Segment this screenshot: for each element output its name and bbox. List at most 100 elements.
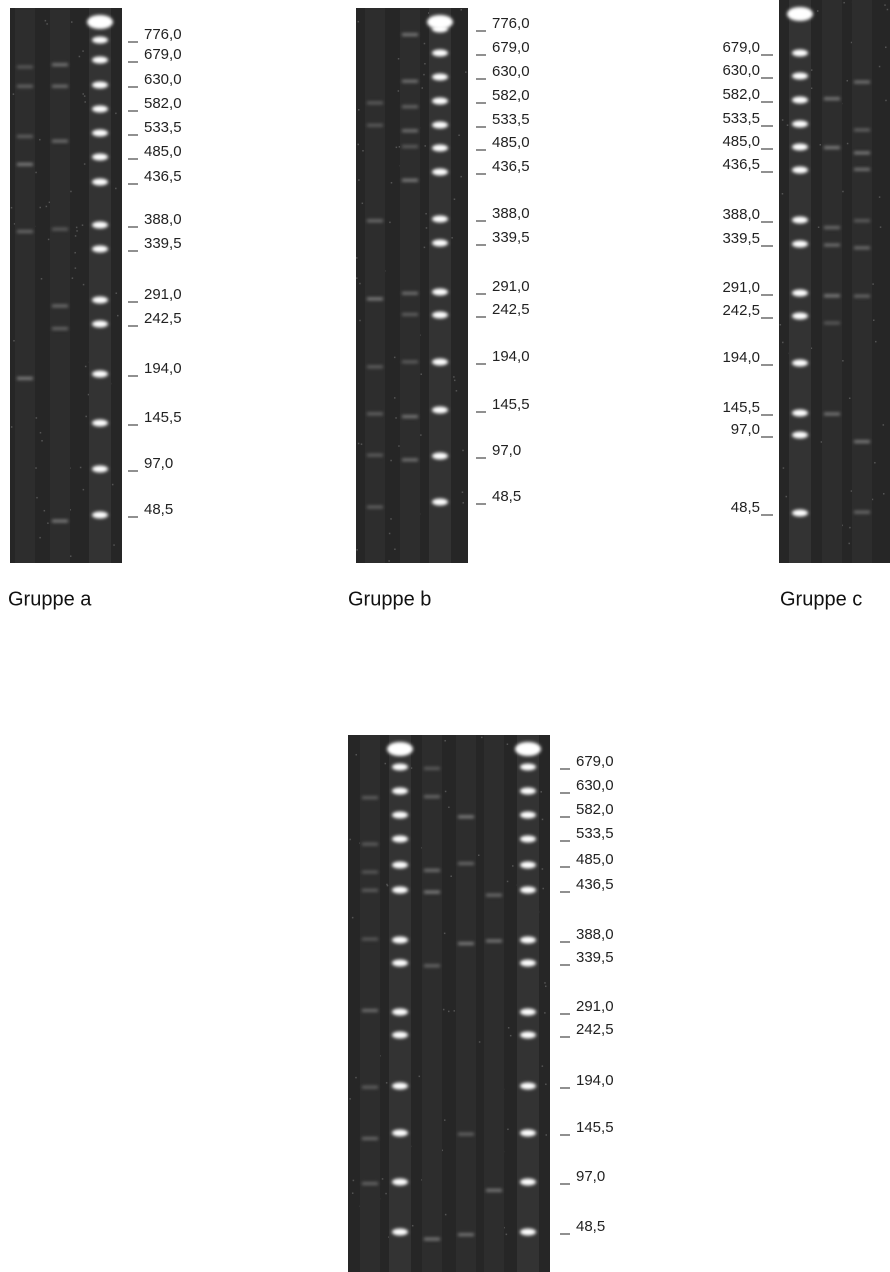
ladder-band — [520, 887, 536, 894]
ladder-band — [92, 57, 108, 64]
marker-label: 339,5 — [492, 229, 530, 246]
gel-noise — [811, 69, 813, 71]
gel-noise — [879, 196, 881, 198]
gel-noise — [454, 198, 456, 200]
gel-noise — [115, 113, 117, 115]
gel-noise — [83, 489, 85, 491]
sample-band — [52, 520, 68, 523]
gel-noise — [85, 366, 87, 368]
gel-noise — [544, 982, 546, 984]
gel-noise — [458, 135, 460, 137]
gel-noise — [349, 1098, 351, 1100]
ladder-band — [520, 788, 536, 795]
sample-band — [402, 129, 418, 132]
sample-band — [52, 304, 68, 307]
gel-noise — [49, 202, 51, 204]
ladder-band — [432, 359, 448, 366]
ladder-band — [392, 1032, 408, 1039]
gel-noise — [358, 179, 360, 181]
ladder-band — [792, 50, 808, 57]
gel-noise — [382, 1178, 384, 1180]
ladder-band — [520, 1179, 536, 1186]
sample-band — [362, 1009, 378, 1012]
ladder-band — [432, 26, 448, 33]
sample-band — [17, 163, 33, 166]
gel-noise — [444, 740, 446, 742]
ladder-band — [92, 246, 108, 253]
gel-noise — [424, 63, 426, 64]
gel-noise — [460, 9, 462, 11]
gel-noise — [885, 47, 887, 49]
gel-noise — [352, 1192, 354, 1194]
gel-noise — [357, 144, 359, 146]
gel-noise — [782, 193, 784, 195]
ladder-band — [432, 98, 448, 105]
gel-noise — [391, 182, 393, 184]
ladder-band — [92, 222, 108, 229]
gel-noise — [386, 1082, 388, 1084]
sample-band — [367, 412, 383, 415]
marker-label: 582,0 — [576, 801, 614, 818]
sample-band — [367, 101, 383, 104]
gel-noise — [71, 21, 73, 23]
sample-band — [362, 1137, 378, 1140]
sample-band — [362, 796, 378, 799]
gel-noise — [424, 247, 426, 249]
gel-noise — [35, 467, 37, 469]
marker-label: 485,0 — [144, 143, 182, 160]
gel-noise — [355, 1077, 357, 1079]
marker-label: 388,0 — [144, 211, 182, 228]
sample-band — [854, 128, 870, 131]
gel-noise — [423, 74, 425, 76]
gel-noise — [13, 340, 15, 342]
gel-noise — [358, 109, 360, 111]
sample-band — [367, 219, 383, 222]
sample-band — [17, 85, 33, 88]
gel-noise — [873, 319, 875, 321]
gel-noise — [389, 222, 391, 224]
gel-noise — [48, 239, 50, 241]
ladder-band — [792, 290, 808, 297]
marker-label: 436,5 — [722, 156, 760, 173]
gel-noise — [507, 1129, 509, 1131]
marker-label: 291,0 — [144, 286, 182, 303]
gel-noise — [75, 267, 77, 269]
ladder-band — [432, 50, 448, 57]
gel-noise — [787, 124, 789, 126]
gel-noise — [780, 324, 782, 326]
marker-label: 194,0 — [492, 348, 530, 365]
gel-noise — [83, 284, 85, 286]
gel-noise — [358, 21, 360, 23]
gel-noise — [820, 144, 822, 146]
marker-label: 630,0 — [492, 63, 530, 80]
ladder-band — [432, 122, 448, 129]
marker-label: 679,0 — [722, 39, 760, 56]
gel-noise — [847, 80, 849, 82]
marker-label: 679,0 — [492, 39, 530, 56]
ladder-band — [432, 312, 448, 319]
ladder-band — [92, 37, 108, 44]
gel-noise — [540, 791, 542, 793]
marker-label: 145,5 — [492, 396, 530, 413]
ladder-band — [520, 862, 536, 869]
ladder-band — [392, 862, 408, 869]
gel-noise — [390, 460, 392, 462]
panel-caption: Gruppe a — [8, 588, 92, 610]
sample-band — [362, 871, 378, 874]
gel-noise — [847, 143, 849, 145]
sample-band — [17, 135, 33, 138]
marker-label: 242,5 — [722, 302, 760, 319]
gel-noise — [872, 283, 874, 285]
gel-noise — [448, 1011, 450, 1013]
sample-band — [486, 894, 502, 897]
gel-noise — [462, 450, 464, 452]
marker-label: 194,0 — [144, 360, 182, 377]
sample-band — [854, 246, 870, 249]
sample-band — [824, 146, 840, 149]
gel-noise — [398, 90, 400, 92]
gel-noise — [13, 93, 15, 95]
ladder-band — [92, 82, 108, 89]
sample-band — [458, 815, 474, 818]
marker-label: 48,5 — [731, 499, 760, 516]
gel-noise — [874, 462, 876, 464]
